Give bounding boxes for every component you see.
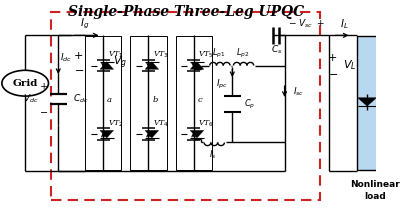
Text: a: a — [107, 96, 112, 104]
Text: VT$_{6}$: VT$_{6}$ — [198, 119, 214, 129]
Text: VT$_{4}$: VT$_{4}$ — [153, 119, 169, 129]
Text: +: + — [328, 53, 337, 63]
Polygon shape — [190, 130, 204, 138]
Bar — [130, 36, 166, 170]
Bar — [176, 36, 212, 170]
Text: $I_g$: $I_g$ — [80, 17, 89, 31]
Text: VT$_{5}$: VT$_{5}$ — [198, 50, 214, 60]
Text: $-$: $-$ — [74, 64, 84, 74]
Text: $I_L$: $I_L$ — [340, 17, 348, 31]
Text: $L_{p1}$: $L_{p1}$ — [212, 47, 226, 59]
Text: $-$: $-$ — [328, 68, 338, 78]
Text: VT$_{1}$: VT$_{1}$ — [108, 50, 124, 60]
Text: VT$_{2}$: VT$_{2}$ — [108, 119, 124, 129]
Text: Nonlinear: Nonlinear — [350, 180, 400, 189]
Text: $L_{p2}$: $L_{p2}$ — [236, 47, 249, 59]
Text: Single-Phase Three-Leg UPQC: Single-Phase Three-Leg UPQC — [68, 5, 304, 20]
Text: $C_{dc}$: $C_{dc}$ — [72, 93, 88, 105]
Text: +: + — [74, 51, 84, 61]
Text: c: c — [197, 96, 202, 104]
Text: $C_s$: $C_s$ — [270, 44, 282, 56]
Polygon shape — [100, 130, 114, 138]
Text: $-$: $-$ — [40, 107, 48, 116]
Text: $-\ V_{sc}\ +$: $-\ V_{sc}\ +$ — [288, 18, 325, 30]
Text: $I_{dc}$: $I_{dc}$ — [60, 52, 72, 64]
Text: VT$_{3}$: VT$_{3}$ — [153, 50, 169, 60]
Polygon shape — [358, 98, 376, 106]
Polygon shape — [145, 130, 159, 138]
Polygon shape — [190, 62, 204, 69]
Text: b: b — [152, 96, 158, 104]
Bar — [357, 36, 393, 170]
Polygon shape — [100, 62, 114, 69]
Text: +: + — [40, 82, 48, 91]
Text: $I_s$: $I_s$ — [210, 149, 217, 161]
Bar — [85, 36, 122, 170]
Text: $C_p$: $C_p$ — [244, 98, 255, 110]
Text: $I_{pc}$: $I_{pc}$ — [216, 78, 228, 91]
Text: Grid: Grid — [12, 79, 38, 88]
Text: $V_L$: $V_L$ — [343, 59, 356, 72]
Polygon shape — [145, 62, 159, 69]
Text: $I_{sc}$: $I_{sc}$ — [293, 85, 304, 98]
Text: load: load — [364, 192, 386, 201]
Text: $V_g$: $V_g$ — [113, 54, 128, 71]
Text: $V_{dc}$: $V_{dc}$ — [23, 93, 39, 105]
